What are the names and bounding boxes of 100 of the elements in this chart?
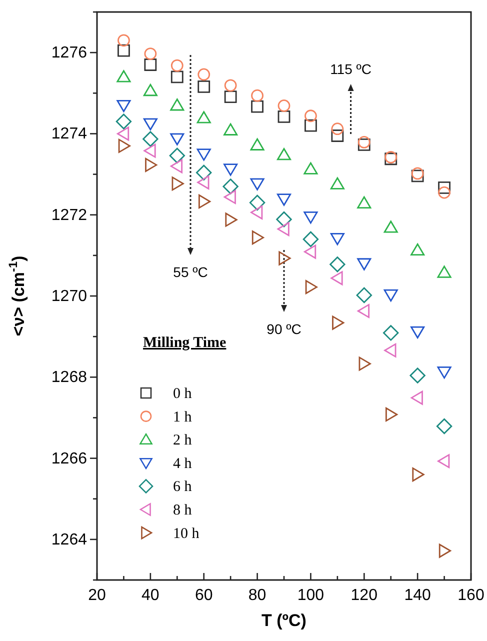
point [143,118,158,130]
x-tick-label: 160 [458,587,484,604]
y-tick-label: 1274 [51,126,88,143]
point [358,138,370,151]
point [276,148,292,160]
point [276,211,292,228]
point [118,44,130,57]
y-tick-label: 1266 [51,450,88,468]
point [197,175,210,190]
point [436,418,452,434]
point [116,114,132,130]
x-tick-label: 100 [297,587,324,604]
point [304,119,317,132]
legend-label: 8 h [173,502,192,518]
point [304,162,318,174]
point [330,256,346,272]
point [170,133,184,146]
point [304,110,317,122]
point [170,59,184,72]
point [276,194,292,206]
point [304,212,318,224]
point [331,130,344,142]
point [411,167,424,180]
point [438,186,450,199]
point [143,84,158,96]
point [357,258,372,270]
point [438,181,450,194]
point [116,100,131,112]
point [437,366,452,379]
point [410,243,425,256]
point [170,159,183,174]
point [250,138,264,150]
point [224,164,238,176]
ref-line-label: 90 ºC [266,321,302,337]
legend-label: 4 h [173,456,192,472]
point [224,190,236,204]
point [356,287,372,304]
legend-label: 1 h [173,409,192,426]
point [385,407,398,422]
point [224,123,238,136]
x-tick-label: 140 [404,587,432,604]
legend-label: 2 h [173,432,192,449]
point [410,326,425,338]
point [437,266,452,278]
point [438,454,450,468]
point [225,212,238,227]
legend-label: 6 h [173,479,192,496]
point [357,304,370,318]
y-tick-label: 1272 [51,206,88,224]
point [196,148,211,161]
point [118,34,130,47]
point [249,194,266,211]
point [330,177,344,190]
point [222,178,238,194]
point [305,280,318,294]
y-tick-label: 1270 [51,288,88,305]
point [410,390,423,405]
point [438,544,452,558]
point [384,343,396,358]
ref-line-label: 55 ºC [173,264,208,280]
x-tick-label: 20 [88,587,106,604]
point [116,70,131,82]
point [196,164,212,181]
point [330,271,343,286]
point [250,178,264,190]
point [250,205,263,220]
point [331,122,344,136]
point [251,100,264,113]
point [302,231,319,248]
point [383,325,399,341]
point [252,230,264,245]
point [278,110,290,123]
legend-label: 0 h [173,386,192,402]
legend-title: Milling Time [143,335,227,351]
point [384,220,398,233]
point [410,368,426,384]
point [412,467,424,482]
point [278,251,291,266]
point [145,158,158,172]
x-tick-label: 80 [248,587,266,604]
point [144,144,156,158]
point [198,68,210,81]
point [411,170,424,182]
point [358,136,370,148]
point [330,233,344,246]
point [198,194,211,208]
point [118,138,130,153]
point [170,70,184,84]
point [384,289,398,302]
point [116,126,130,141]
point [170,98,184,111]
point [172,176,184,191]
point [277,222,290,236]
x-axis-title: T (ºC) [262,611,306,630]
point [142,131,158,147]
point [278,100,290,112]
point [224,79,237,92]
ref-line-label: 115 ºC [330,61,372,77]
x-tick-label: 40 [142,587,160,604]
x-tick-label: 120 [350,587,378,604]
